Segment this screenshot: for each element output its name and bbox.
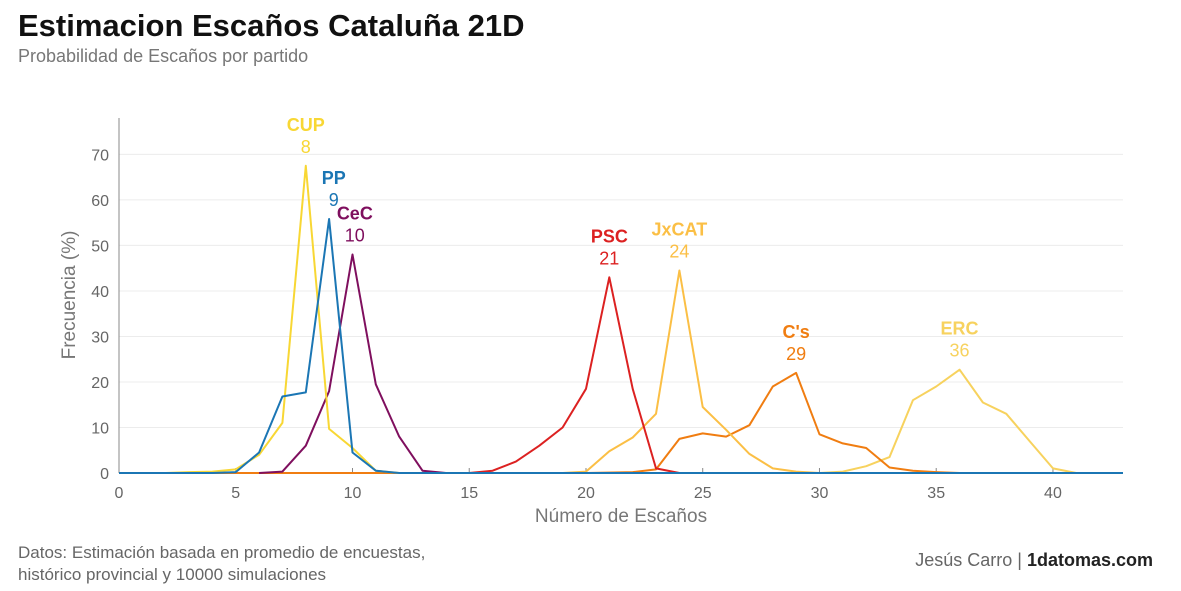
y-tick-label: 10 — [91, 420, 109, 437]
label-cec-name: CeC — [337, 204, 373, 224]
site-name: 1datomas.com — [1026, 550, 1153, 570]
credit-separator: | — [1017, 550, 1022, 570]
page-title: Estimacion Escaños Cataluña 21D — [18, 8, 525, 43]
label-cec-seats: 10 — [345, 226, 365, 246]
series-lines — [119, 164, 1123, 474]
x-axis-label: Número de Escaños — [535, 506, 707, 527]
label-psc-seats: 21 — [599, 248, 619, 268]
grid-lines — [119, 153, 1123, 428]
y-tick-label: 0 — [100, 466, 109, 483]
label-erc-seats: 36 — [950, 341, 970, 361]
y-tick-label: 20 — [91, 375, 109, 392]
series-line-pp — [119, 218, 1123, 474]
x-tick-label: 0 — [115, 485, 124, 502]
label-psc-name: PSC — [591, 226, 628, 246]
y-axis-label: Frecuencia (%) — [59, 231, 80, 360]
author-credit: Jesús Carro | 1datomas.com — [915, 550, 1153, 571]
series-line-cec — [259, 253, 1123, 474]
label-cs-seats: 29 — [786, 344, 806, 364]
x-tick-label: 35 — [927, 485, 945, 502]
label-cup-name: CUP — [287, 115, 325, 135]
y-tick-label: 70 — [91, 147, 109, 164]
y-tick-label: 30 — [91, 329, 109, 346]
page-subtitle: Probabilidad de Escaños por partido — [18, 46, 309, 66]
x-tick-label: 30 — [811, 485, 829, 502]
series-line-erc — [772, 368, 1123, 474]
label-cup-seats: 8 — [301, 137, 311, 157]
y-tick-label: 50 — [91, 238, 109, 255]
x-tick-label: 20 — [577, 485, 595, 502]
y-tick-label: 40 — [91, 284, 109, 301]
label-cs-name: C's — [782, 322, 809, 342]
x-tick-label: 5 — [231, 485, 240, 502]
label-jxcat-seats: 24 — [669, 241, 689, 261]
author-name: Jesús Carro — [915, 550, 1013, 570]
source-line-1: Datos: Estimación basada en promedio de … — [18, 543, 426, 562]
x-tick-label: 25 — [694, 485, 712, 502]
x-tick-label: 15 — [460, 485, 478, 502]
y-tick-label: 60 — [91, 193, 109, 210]
x-tick-label: 10 — [344, 485, 362, 502]
label-jxcat-name: JxCAT — [652, 219, 708, 239]
axes: 0 10 20 30 40 50 60 70 0 5 10 15 20 25 30 35 40 — [91, 118, 1123, 502]
source-line-2: histórico provincial y 10000 simulacione… — [18, 565, 327, 584]
label-pp-name: PP — [322, 168, 346, 188]
label-pp-seats: 9 — [329, 190, 339, 210]
label-erc-name: ERC — [941, 319, 979, 339]
data-source-note: Datos: Estimación basada en promedio de … — [18, 542, 425, 586]
x-tick-label: 40 — [1044, 485, 1062, 502]
